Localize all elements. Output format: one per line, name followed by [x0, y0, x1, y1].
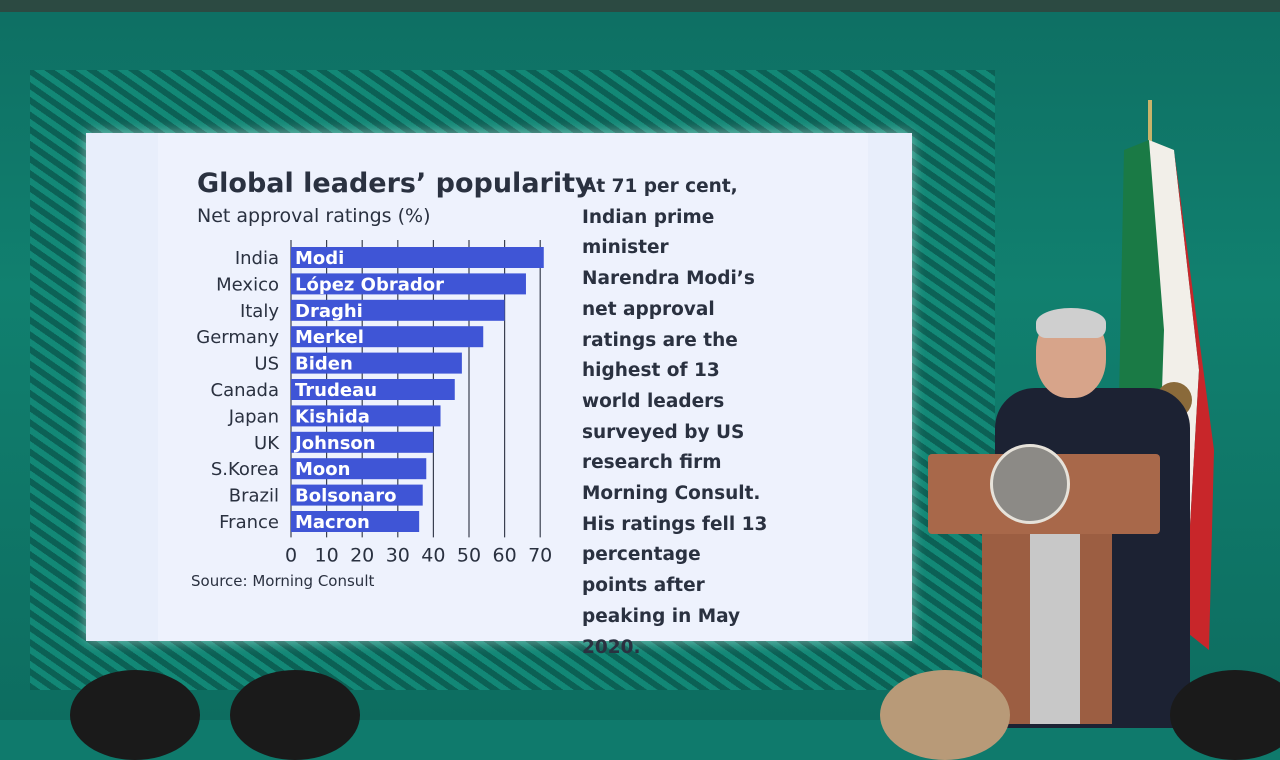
- category-label: Canada: [211, 380, 280, 401]
- bar: [291, 458, 427, 480]
- x-tick-label: 40: [421, 544, 445, 566]
- bar: [291, 326, 484, 348]
- bar-label: Draghi: [295, 301, 363, 322]
- x-tick-label: 60: [493, 544, 517, 566]
- bar: [291, 511, 420, 532]
- bar: [291, 379, 455, 400]
- category-label: Germany: [196, 327, 279, 348]
- audience-head: [880, 670, 1010, 760]
- category-label: S.Korea: [211, 459, 279, 480]
- bar: [291, 247, 544, 268]
- x-tick-label: 0: [285, 544, 297, 566]
- bar-label: Kishida: [295, 406, 370, 427]
- bar: [291, 484, 423, 506]
- bar-label: López Obrador: [295, 274, 444, 295]
- bar: [291, 352, 462, 374]
- national-seal-icon: [990, 444, 1070, 524]
- slide-area: [158, 133, 868, 641]
- audience-head: [1170, 670, 1280, 760]
- bar-label: Macron: [295, 512, 370, 533]
- bar-label: Biden: [295, 354, 353, 375]
- projection-screen: [86, 133, 912, 641]
- bar-label: Modi: [295, 248, 344, 269]
- category-label: India: [235, 248, 279, 269]
- x-tick-label: 70: [528, 544, 552, 566]
- chart-source: Source: Morning Consult: [191, 572, 375, 590]
- annotation-text: At 71 per cent, Indian prime minister Na…: [582, 176, 768, 658]
- audience-head: [230, 670, 360, 760]
- bar-label: Trudeau: [295, 380, 377, 401]
- bar-label: Merkel: [295, 327, 364, 348]
- bar-label: Bolsonaro: [295, 486, 397, 507]
- chart-subtitle: Net approval ratings (%): [197, 205, 431, 227]
- chart-title: Global leaders’ popularity: [197, 168, 593, 199]
- x-tick-label: 50: [457, 544, 481, 566]
- bar: [291, 405, 441, 427]
- bar-label: Moon: [295, 459, 350, 480]
- bar: [291, 431, 434, 453]
- x-tick-label: 10: [315, 544, 339, 566]
- category-label: Brazil: [229, 486, 279, 507]
- category-label: Japan: [228, 406, 279, 427]
- ceiling-strip: [0, 0, 1280, 12]
- bar-chart: 0 10 20 30 40 50 60 70 India Modi Mexico López Obra…: [196, 240, 552, 566]
- podium-stem: [1030, 534, 1080, 724]
- category-label: UK: [254, 433, 280, 454]
- speaker-hair: [1036, 308, 1106, 338]
- category-label: Mexico: [216, 274, 279, 295]
- bar: [291, 299, 505, 321]
- audience-head: [70, 670, 200, 760]
- category-label: Italy: [240, 301, 279, 322]
- category-label: US: [254, 354, 279, 375]
- bar-label: Johnson: [293, 433, 376, 454]
- category-label: France: [219, 512, 279, 533]
- bar: [291, 273, 526, 295]
- x-tick-label: 30: [386, 544, 410, 566]
- x-tick-label: 20: [350, 544, 374, 566]
